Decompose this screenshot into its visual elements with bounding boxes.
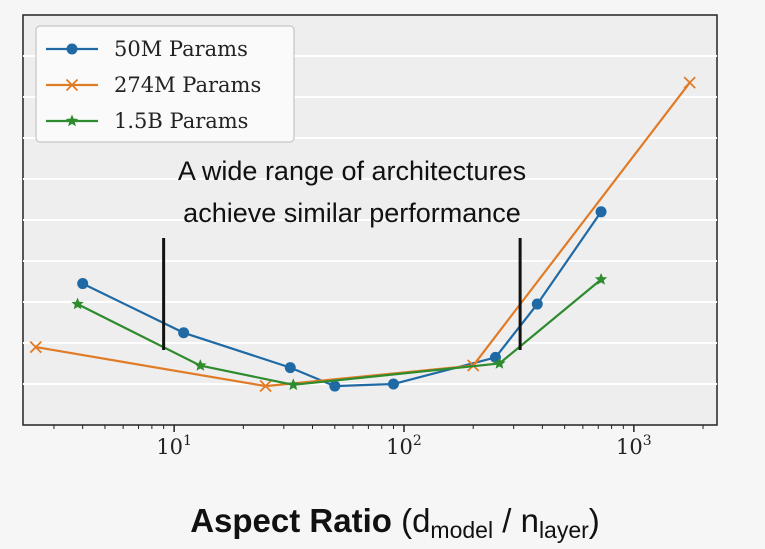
x-tick-label: 101: [156, 433, 192, 459]
x-tick-label: 102: [386, 433, 422, 459]
marker-x: [29, 340, 42, 354]
series-line: [82, 211, 603, 388]
marker-star: [194, 359, 207, 371]
marker-star: [594, 273, 608, 285]
marker-x: [259, 379, 272, 393]
legend: 50M Params 274M Params 1.5B Params: [35, 25, 295, 143]
marker-x: [65, 78, 79, 92]
x-tick-label: 103: [616, 433, 652, 459]
marker-circle: [66, 43, 78, 55]
legend-label: 274M Params: [114, 73, 261, 97]
marker-star: [65, 114, 79, 127]
x-axis-label: Aspect Ratio (dmodel / nlayer): [190, 502, 600, 543]
marker-star: [287, 378, 300, 391]
marker-star: [71, 297, 84, 310]
legend-label: 50M Params: [114, 37, 248, 61]
annotation-line1: A wide range of architectures: [178, 156, 526, 186]
legend-box: [35, 25, 295, 143]
legend-label: 1.5B Params: [114, 109, 248, 133]
series-3: [71, 273, 608, 391]
marker-circle: [387, 378, 399, 390]
marker-star: [493, 357, 506, 369]
annotation-line2: achieve similar performance: [183, 198, 521, 228]
marker-circle: [531, 298, 543, 310]
marker-circle: [77, 278, 89, 290]
marker-circle: [329, 380, 341, 392]
marker-circle: [178, 327, 190, 339]
marker-x: [683, 76, 696, 89]
series-1: [77, 206, 607, 392]
marker-circle: [284, 362, 296, 374]
annotation: A wide range of architectures achieve si…: [178, 156, 526, 228]
marker-circle: [595, 206, 607, 218]
